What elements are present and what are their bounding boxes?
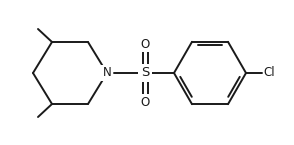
Text: O: O bbox=[140, 96, 150, 108]
Text: O: O bbox=[140, 38, 150, 50]
Text: S: S bbox=[141, 67, 149, 79]
Text: Cl: Cl bbox=[263, 67, 275, 79]
Text: N: N bbox=[103, 67, 111, 79]
